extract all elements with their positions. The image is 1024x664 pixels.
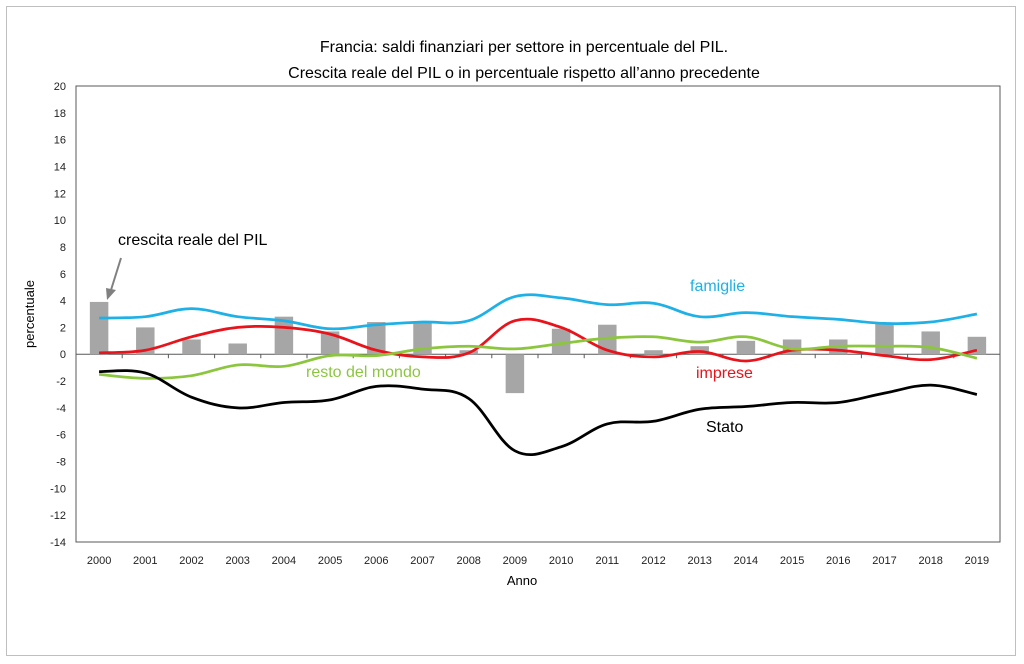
- x-tick-label: 2006: [364, 555, 388, 567]
- gdp-bar: [182, 339, 201, 355]
- y-tick-label: 18: [54, 108, 66, 120]
- x-tick-label: 2007: [410, 555, 434, 567]
- x-tick-label: 2002: [179, 555, 203, 567]
- y-tick-label: 16: [54, 135, 66, 147]
- y-axis-title: percentuale: [22, 280, 37, 348]
- gdp-annotation-label: crescita reale del PIL: [118, 232, 268, 249]
- x-tick-label: 2003: [225, 555, 249, 567]
- x-tick-label: 2005: [318, 555, 342, 567]
- y-tick-label: -10: [50, 483, 66, 495]
- stato-label: Stato: [706, 419, 743, 436]
- y-tick-label: 14: [54, 161, 66, 173]
- gdp-annotation-arrowhead: [106, 288, 116, 300]
- gdp-bar: [413, 322, 432, 355]
- y-tick-label: 0: [60, 349, 66, 361]
- famiglie-label: famiglie: [690, 278, 745, 295]
- y-tick-label: 2: [60, 322, 66, 334]
- gdp-bar: [367, 322, 386, 355]
- x-axis-title: Anno: [507, 573, 537, 588]
- x-tick-label: 2011: [595, 555, 619, 567]
- x-tick-label: 2000: [87, 555, 111, 567]
- series-line-famiglie: [99, 293, 978, 331]
- x-tick-label: 2008: [456, 555, 480, 567]
- gdp-bar: [736, 340, 756, 355]
- y-tick-label: 10: [54, 215, 66, 227]
- plot-area: [75, 85, 1001, 543]
- gdp-bars: [89, 301, 987, 394]
- x-tick-label: 2004: [272, 555, 296, 567]
- x-tick-label: 2019: [965, 555, 989, 567]
- imprese-label: imprese: [696, 365, 753, 382]
- x-tick-label: 2009: [503, 555, 527, 567]
- y-tick-label: 6: [60, 269, 66, 281]
- chart-title-line-2: Crescita reale del PIL o in percentuale …: [288, 65, 760, 82]
- y-tick-label: -4: [56, 403, 66, 415]
- gdp-bar: [320, 331, 340, 355]
- chart-frame: [6, 6, 1016, 656]
- resto-del-mondo-label: resto del mondo: [306, 364, 421, 381]
- x-tick-label: 2010: [549, 555, 573, 567]
- x-tick-label: 2012: [641, 555, 665, 567]
- x-tick-label: 2001: [133, 555, 157, 567]
- gdp-bar: [505, 354, 525, 394]
- x-tick-label: 2013: [687, 555, 711, 567]
- y-tick-label: -6: [56, 430, 66, 442]
- gdp-bar: [89, 301, 109, 355]
- chart-title-line-1: Francia: saldi finanziari per settore in…: [320, 39, 728, 56]
- y-tick-label: 12: [54, 188, 66, 200]
- y-tick-label: 20: [54, 81, 66, 93]
- x-axis-ticks: 2000 2001 2002 2003 2004 2005 2006 2007 2008 2009…: [87, 354, 989, 567]
- x-tick-label: 2018: [918, 555, 942, 567]
- series-lines: [98, 293, 978, 456]
- y-tick-label: -8: [56, 457, 66, 469]
- y-tick-label: -12: [50, 510, 66, 522]
- gdp-bar: [228, 343, 247, 355]
- y-tick-label: 8: [60, 242, 66, 254]
- y-tick-label: -14: [50, 537, 66, 549]
- x-tick-label: 2016: [826, 555, 850, 567]
- gdp-bar: [921, 331, 940, 355]
- series-line-imprese: [99, 317, 978, 363]
- series-line-resto-del-mondo: [98, 335, 978, 380]
- y-tick-label: 4: [60, 296, 66, 308]
- gdp-annotation-arrow: [110, 257, 122, 291]
- gdp-bar: [551, 328, 571, 355]
- y-tick-label: -2: [56, 376, 66, 388]
- gdp-bar: [875, 323, 894, 355]
- gdp-bar: [136, 327, 155, 355]
- x-tick-label: 2014: [734, 555, 758, 567]
- gdp-bar: [644, 350, 663, 355]
- x-tick-label: 2015: [780, 555, 804, 567]
- series-line-stato: [99, 369, 978, 456]
- gdp-bar: [967, 336, 987, 355]
- x-tick-label: 2017: [872, 555, 896, 567]
